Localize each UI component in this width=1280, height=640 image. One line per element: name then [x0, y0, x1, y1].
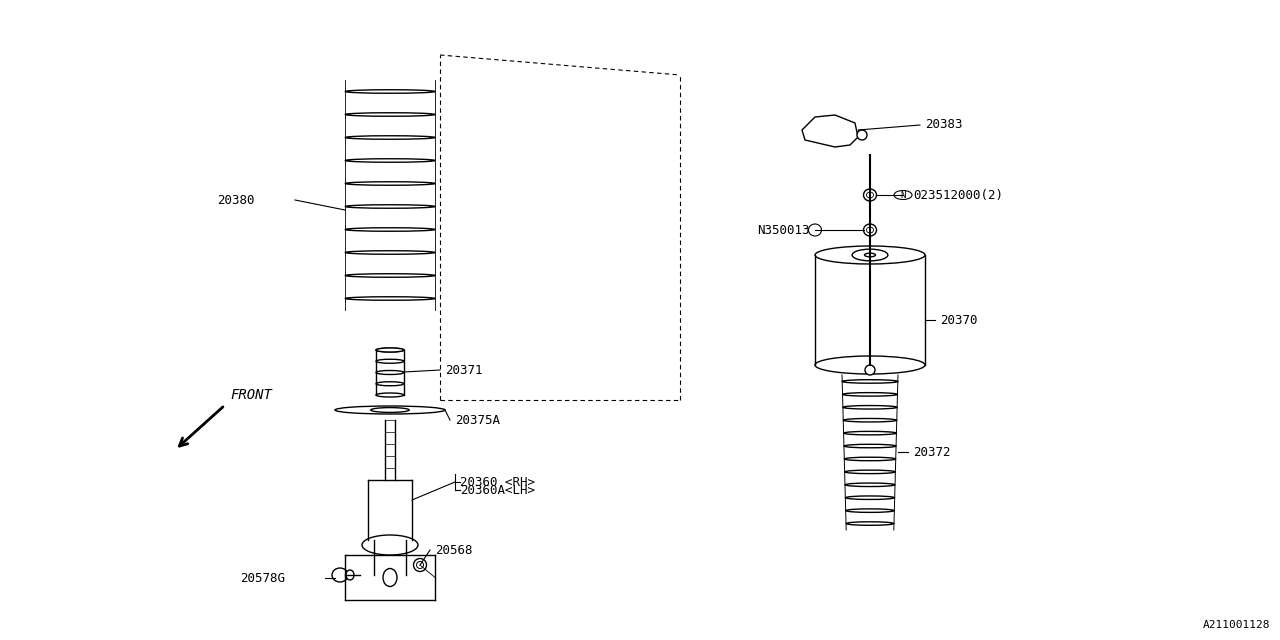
Text: 20360 <RH>: 20360 <RH> [460, 476, 535, 488]
Text: 20578G: 20578G [241, 572, 285, 584]
Ellipse shape [335, 406, 445, 414]
Ellipse shape [865, 365, 876, 375]
Ellipse shape [376, 348, 404, 352]
Text: FRONT: FRONT [230, 388, 271, 402]
Text: 20375A: 20375A [454, 413, 500, 426]
Text: N: N [900, 191, 906, 200]
Text: 20568: 20568 [435, 543, 472, 557]
Text: A211001128: A211001128 [1202, 620, 1270, 630]
Polygon shape [803, 115, 858, 147]
Ellipse shape [362, 535, 419, 555]
Ellipse shape [809, 224, 822, 236]
Ellipse shape [864, 189, 877, 201]
Text: 023512000(2): 023512000(2) [913, 189, 1004, 202]
Ellipse shape [346, 570, 355, 580]
Text: N350013: N350013 [758, 223, 810, 237]
Ellipse shape [864, 224, 877, 236]
Text: 20370: 20370 [940, 314, 978, 326]
Text: 20372: 20372 [913, 445, 951, 458]
Circle shape [893, 191, 911, 200]
Ellipse shape [858, 130, 867, 140]
Text: 20383: 20383 [925, 118, 963, 131]
Ellipse shape [383, 568, 397, 586]
Ellipse shape [332, 568, 348, 582]
Ellipse shape [413, 559, 426, 572]
Ellipse shape [815, 356, 925, 374]
Ellipse shape [815, 246, 925, 264]
Text: 20371: 20371 [445, 364, 483, 376]
Text: 20360A<LH>: 20360A<LH> [460, 483, 535, 497]
Text: 20380: 20380 [218, 193, 255, 207]
